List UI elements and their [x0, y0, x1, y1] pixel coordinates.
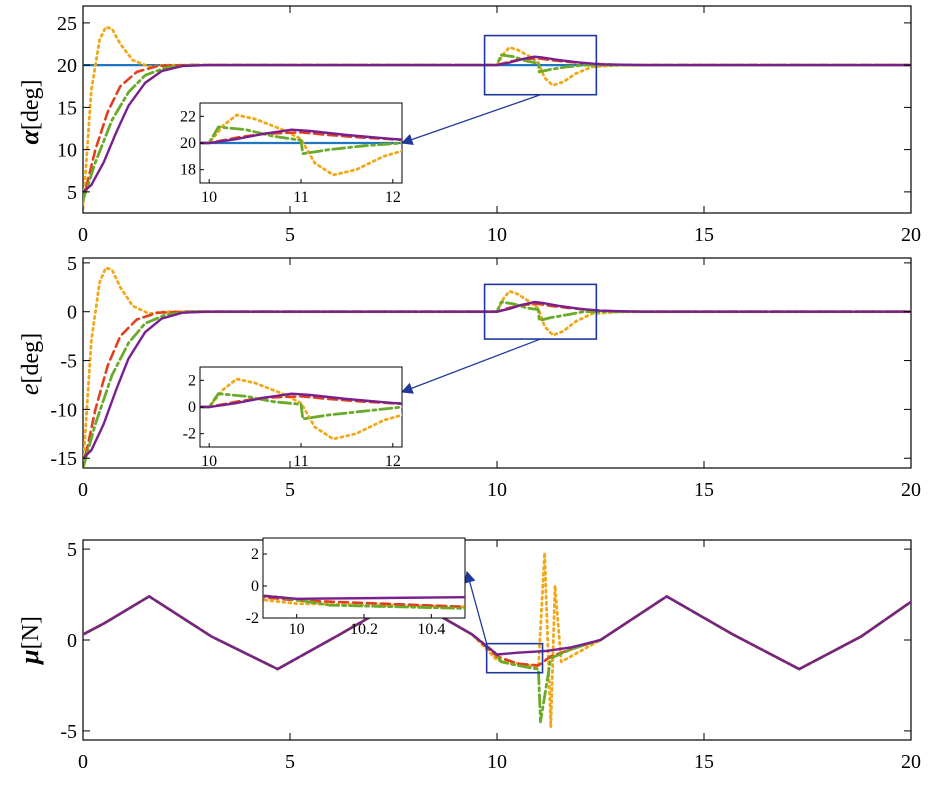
panel-alpha-inset-series-dashed [200, 131, 402, 145]
inset-x-tick-label: 10.2 [350, 621, 378, 638]
x-tick-label: 0 [78, 224, 88, 246]
x-tick-label: 10 [487, 224, 507, 246]
panel-error-ylabel: e[deg] [15, 333, 44, 395]
panel-error-series-dashdot [83, 300, 911, 468]
x-tick-label: 5 [285, 224, 295, 246]
inset-y-tick-label: 2 [251, 546, 259, 563]
x-tick-label: 5 [285, 479, 295, 501]
y-tick-label: -15 [50, 448, 77, 470]
panel-alpha-inset-series-dotted [200, 113, 402, 177]
panel-alpha-ylabel-unit: [deg] [18, 79, 44, 130]
panel-control-inset-ticks: 10 10.2 10.4 2 0 -2 [246, 546, 446, 638]
panel-control-ylabel: μ[N] [15, 616, 44, 666]
panel-error-inset-series-solid-purple [200, 392, 402, 409]
y-tick-label: 5 [67, 539, 77, 561]
panel-error-inset: 10 11 12 -2 0 2 [183, 366, 403, 470]
panel-error-inset-lines [200, 377, 402, 441]
panel-control-inset: 10 10.2 10.4 2 0 -2 [246, 537, 466, 638]
inset-y-tick-label: 2 [188, 372, 196, 389]
panel-alpha-inset: 10 11 12 18 20 22 [180, 102, 403, 206]
panel-alpha-ylabel: α[deg] [15, 79, 44, 144]
x-tick-label: 20 [901, 751, 921, 773]
inset-x-tick-label: 10.4 [417, 621, 445, 638]
x-tick-label: 10 [487, 751, 507, 773]
panel-error-ylabel-symbol: e [15, 384, 44, 396]
x-tick-label: 0 [78, 479, 88, 501]
panel-error-ylabel-unit: [deg] [18, 333, 44, 384]
x-tick-label: 15 [694, 224, 714, 246]
inset-y-tick-label: 20 [180, 135, 196, 152]
panel-control-ylabel-symbol: μ [15, 649, 44, 665]
inset-y-tick-label: 18 [180, 162, 196, 179]
panel-control-inset-series-dotted [263, 598, 465, 609]
panel-control-zoom-box [485, 642, 544, 674]
panel-control-inset-lines [263, 594, 465, 610]
panel-alpha-inset-series-dashdot [200, 125, 402, 156]
x-tick-label: 10 [487, 479, 507, 501]
panel-error-inset-series-dashed [200, 394, 402, 409]
y-tick-label: 15 [57, 97, 77, 119]
panel-error-inset-ticks: 10 11 12 -2 0 2 [183, 372, 401, 470]
panel-control-lines [83, 551, 911, 729]
panel-alpha-series-solid-purple [83, 55, 911, 194]
panel-control-zoom-arrow [464, 570, 488, 644]
panel-error-zoom-arrow [400, 338, 541, 394]
y-tick-label: 5 [67, 253, 77, 275]
panel-control-inset-series-solid-purple [263, 594, 465, 600]
x-tick-label: 20 [901, 479, 921, 501]
y-tick-label: -10 [50, 399, 77, 421]
y-tick-label: -5 [60, 721, 77, 743]
panel-control-frame [82, 539, 912, 741]
panel-alpha-zoom-arrow [400, 94, 541, 146]
panel-control-series-solid-purple [83, 595, 911, 671]
inset-x-tick-label: 10 [201, 453, 217, 470]
y-tick-label: -5 [60, 351, 77, 373]
panel-alpha-series-dashdot [83, 53, 911, 202]
inset-x-tick-label: 10 [201, 189, 217, 206]
inset-y-tick-label: 0 [188, 399, 196, 416]
x-tick-label: 5 [285, 751, 295, 773]
y-tick-label: 5 [67, 182, 77, 204]
inset-x-tick-label: 11 [293, 453, 308, 470]
panel-error-series-solid-purple [83, 300, 911, 460]
inset-y-tick-label: -2 [246, 610, 259, 627]
x-tick-label: 0 [78, 751, 88, 773]
panel-error-inset-series-dashdot [200, 392, 402, 421]
panel-error-series-dotted [83, 266, 911, 468]
y-tick-label: 0 [67, 630, 77, 652]
y-tick-label: 20 [57, 55, 77, 77]
inset-x-tick-label: 12 [385, 453, 401, 470]
inset-x-tick-label: 10 [289, 621, 305, 638]
inset-y-tick-label: 0 [251, 578, 259, 595]
x-tick-label: 15 [694, 479, 714, 501]
y-tick-label: 10 [57, 140, 77, 162]
inset-y-tick-label: 22 [180, 108, 196, 125]
y-tick-label: 25 [57, 13, 77, 35]
panel-control-series-dotted [83, 551, 911, 729]
panel-alpha-inset-lines [200, 113, 402, 177]
panel-alpha-inset-ticks: 10 11 12 18 20 22 [180, 108, 401, 206]
panel-error-inset-series-dotted [200, 377, 402, 441]
panel-control-ylabel-unit: [N] [18, 616, 44, 649]
panel-error-lines [83, 266, 911, 468]
inset-y-tick-label: -2 [183, 426, 196, 443]
panel-error: 0 5 10 15 20 5 0 -5 -10 -15 e[deg] 10 11 12 -2 0 2 [15, 253, 921, 501]
panel-alpha-ylabel-symbol: α [15, 130, 44, 145]
x-tick-label: 20 [901, 224, 921, 246]
y-tick-label: 0 [67, 302, 77, 324]
inset-x-tick-label: 11 [293, 189, 308, 206]
panel-alpha-inset-series-solid-purple [200, 128, 402, 145]
inset-x-tick-label: 12 [385, 189, 401, 206]
panel-alpha-lines [83, 25, 911, 211]
x-tick-label: 15 [694, 751, 714, 773]
